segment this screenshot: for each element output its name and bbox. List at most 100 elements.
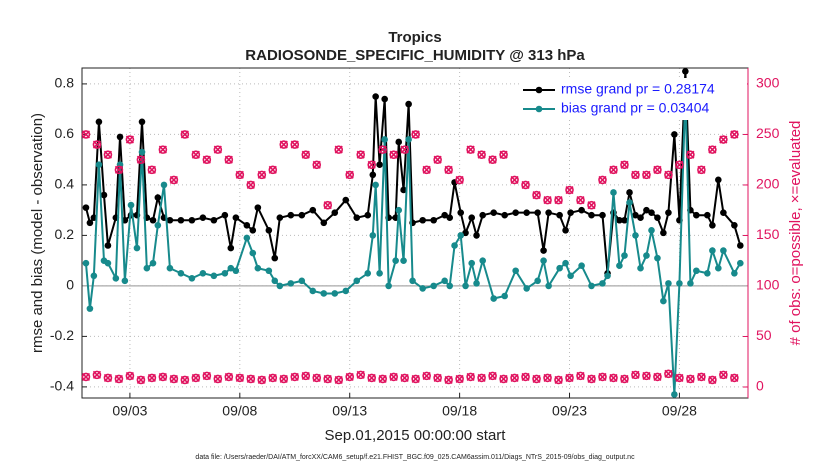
marker-x	[191, 150, 200, 159]
point	[686, 150, 695, 159]
point	[177, 269, 185, 277]
marker-o	[356, 150, 366, 159]
point	[180, 130, 190, 139]
point	[287, 211, 295, 219]
point	[265, 267, 273, 275]
point	[191, 373, 201, 383]
marker-x	[246, 180, 255, 190]
point	[81, 372, 91, 382]
marker-x	[422, 371, 431, 380]
point	[556, 211, 563, 219]
marker-o	[389, 372, 398, 382]
marker-o	[642, 170, 651, 180]
point	[462, 282, 469, 290]
point	[103, 373, 113, 383]
marker-o	[334, 145, 344, 154]
point	[565, 185, 574, 195]
point	[411, 374, 420, 384]
point	[221, 269, 229, 277]
marker-x	[466, 145, 475, 154]
point	[364, 211, 372, 219]
point	[199, 214, 207, 222]
marker-x	[202, 155, 211, 164]
marker-x	[378, 374, 387, 383]
marker-x	[631, 170, 640, 179]
marker-o	[411, 130, 420, 139]
point	[704, 269, 711, 277]
marker-o	[323, 200, 333, 210]
point	[114, 165, 124, 175]
point	[730, 373, 739, 383]
point	[271, 254, 279, 262]
marker-o	[158, 145, 168, 154]
marker-x	[708, 145, 717, 154]
point	[562, 259, 569, 267]
point	[441, 277, 448, 285]
point	[378, 374, 387, 384]
point	[154, 194, 162, 201]
point	[224, 155, 234, 165]
marker-o	[433, 373, 442, 383]
point	[116, 133, 124, 141]
marker-o	[675, 373, 684, 383]
point	[631, 170, 640, 180]
point	[567, 272, 574, 280]
point	[648, 209, 655, 216]
point	[400, 257, 407, 264]
point	[455, 175, 464, 185]
marker-x	[510, 175, 519, 184]
point	[392, 257, 399, 264]
legend-marker	[535, 105, 543, 113]
point	[540, 257, 547, 264]
marker-o	[510, 373, 519, 383]
marker-x	[290, 140, 299, 149]
point	[210, 272, 218, 280]
point	[587, 374, 596, 384]
series	[81, 369, 739, 385]
marker-o	[444, 375, 453, 385]
marker-x	[81, 130, 91, 139]
marker-x	[114, 165, 123, 174]
point	[708, 145, 717, 154]
marker-o	[136, 375, 146, 385]
marker-o	[389, 150, 398, 159]
point	[411, 130, 420, 139]
point	[441, 211, 448, 219]
point	[545, 282, 552, 290]
point	[433, 373, 442, 383]
legend-label: rmse grand pr = 0.28174	[561, 81, 715, 97]
point	[95, 118, 103, 126]
marker-x	[477, 150, 486, 159]
marker-x	[125, 371, 134, 380]
marker-o	[521, 372, 530, 382]
x-tick-label: 09/18	[442, 403, 477, 419]
marker-x	[257, 375, 266, 384]
marker-o	[466, 145, 475, 154]
point	[444, 165, 453, 175]
x-axis-label: Sep.01,2015 00:00:00 start	[325, 427, 507, 444]
marker-o	[125, 371, 135, 381]
point	[664, 369, 673, 379]
marker-x	[169, 175, 178, 184]
point	[534, 277, 541, 285]
marker-o	[301, 150, 311, 159]
point	[147, 165, 157, 175]
point	[188, 216, 196, 224]
point	[312, 373, 322, 383]
marker-o	[312, 160, 322, 170]
marker-x	[114, 374, 123, 383]
point	[320, 219, 328, 227]
marker-x	[455, 374, 464, 383]
marker-o	[345, 372, 355, 382]
point	[169, 374, 179, 384]
marker-o	[488, 155, 497, 165]
marker-o	[697, 372, 706, 382]
series	[82, 90, 744, 398]
marker-x	[279, 374, 288, 383]
marker-x	[103, 373, 113, 382]
point	[405, 100, 412, 108]
y-tick-label: 0.8	[55, 75, 75, 91]
point	[501, 292, 508, 300]
marker-x	[323, 374, 332, 383]
point	[369, 171, 377, 179]
